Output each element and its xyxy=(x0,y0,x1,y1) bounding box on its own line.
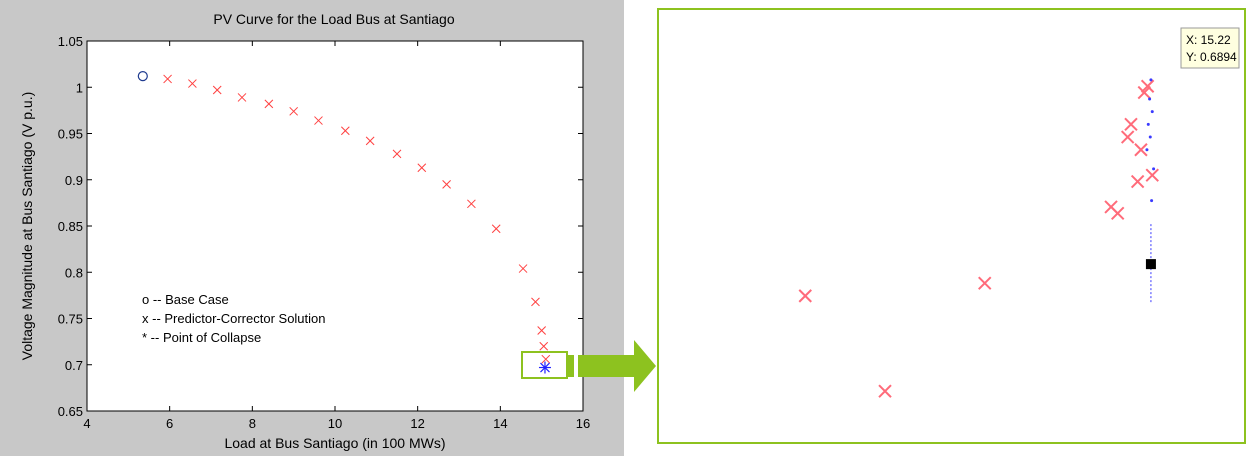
base-case-point xyxy=(137,71,148,82)
zoom-highlight-box xyxy=(521,351,568,379)
zoom-collapse-dot xyxy=(1150,199,1154,203)
x-tick-label: 4 xyxy=(83,416,90,431)
zoom-chart: X: 15.22 Y: 0.6894 xyxy=(798,27,1240,398)
predictor-corrector-point xyxy=(442,180,451,189)
predictor-corrector-point xyxy=(491,224,501,234)
zoom-collapse-dot xyxy=(1148,135,1152,139)
zoom-x-point xyxy=(1124,117,1138,132)
legend-point-of-collapse: * -- Point of Collapse xyxy=(142,330,261,345)
main-figure: PV Curve for the Load Bus at Santiago 4 6… xyxy=(0,0,624,456)
predictor-corrector-point xyxy=(365,136,375,146)
predictor-corrector-point xyxy=(467,199,476,209)
zoom-collapse-dot xyxy=(1145,148,1149,152)
predictor-corrector-point xyxy=(518,264,528,273)
x-axis-label: Load at Bus Santiago (in 100 MWs) xyxy=(224,435,445,451)
predictor-corrector-point xyxy=(531,297,540,307)
zoom-x-point xyxy=(1140,79,1155,93)
zoom-arrow xyxy=(568,340,656,392)
plot-area xyxy=(86,40,584,412)
zoom-panel: X: 15.22 Y: 0.6894 xyxy=(657,8,1246,444)
datatip-marker[interactable] xyxy=(1145,259,1156,270)
datatip-box xyxy=(1180,27,1240,69)
y-axis-label: Voltage Magnitude at Bus Santiago (V p.u… xyxy=(19,92,35,361)
y-tick-label: 0.95 xyxy=(58,127,83,142)
zoom-collapse-dot xyxy=(1152,167,1156,171)
predictor-corrector-point xyxy=(264,99,274,109)
zoom-x-point xyxy=(798,289,812,303)
datatip-x: X: 15.22 xyxy=(1186,33,1231,47)
y-tick-label: 1 xyxy=(76,80,83,95)
predictor-corrector-point xyxy=(417,163,427,173)
predictor-corrector-point xyxy=(539,341,549,351)
zoom-collapse-dot xyxy=(1149,78,1153,82)
zoom-x-point xyxy=(1110,206,1125,221)
zoom-x-point xyxy=(1145,168,1159,182)
zoom-collapse-dot xyxy=(1146,122,1150,126)
zoom-collapse-dot xyxy=(1150,110,1154,114)
y-tick-label: 0.7 xyxy=(65,358,83,373)
zoom-x-point xyxy=(1134,143,1148,157)
x-tick-label: 12 xyxy=(410,416,424,431)
y-tick-label: 0.85 xyxy=(58,219,83,234)
x-tick-label: 16 xyxy=(576,416,590,431)
predictor-corrector-point xyxy=(237,93,247,102)
x-tick-label: 14 xyxy=(493,416,507,431)
zoom-collapse-dot xyxy=(1148,97,1152,101)
predictor-corrector-point xyxy=(537,326,547,335)
y-tick-label: 1.05 xyxy=(58,34,83,49)
x-tick-label: 10 xyxy=(328,416,342,431)
predictor-corrector-point xyxy=(212,85,222,95)
predictor-corrector-point xyxy=(392,149,402,159)
y-tick-label: 0.65 xyxy=(58,404,83,419)
legend-base-case: o -- Base Case xyxy=(142,292,229,307)
zoom-x-point xyxy=(1120,130,1135,144)
pv-curve-chart: PV Curve for the Load Bus at Santiago 4 6… xyxy=(19,11,590,451)
zoom-x-point xyxy=(1137,85,1151,100)
chart-title: PV Curve for the Load Bus at Santiago xyxy=(213,11,454,27)
y-tick-label: 0.9 xyxy=(65,173,83,188)
predictor-corrector-point xyxy=(289,106,299,116)
predictor-corrector-point xyxy=(541,354,551,364)
datatip[interactable]: X: 15.22 Y: 0.6894 xyxy=(1180,27,1240,69)
x-tick-label: 6 xyxy=(166,416,173,431)
zoom-x-point xyxy=(1130,174,1145,189)
predictor-corrector-point xyxy=(163,74,172,84)
zoom-x-point xyxy=(878,384,892,398)
y-tick-label: 0.75 xyxy=(58,312,83,327)
predictor-corrector-point xyxy=(340,126,350,136)
legend-predictor-corrector: x -- Predictor-Corrector Solution xyxy=(142,311,326,326)
y-tick-label: 0.8 xyxy=(65,265,83,280)
predictor-corrector-point xyxy=(188,79,197,88)
datatip-y: Y: 0.6894 xyxy=(1186,50,1237,64)
predictor-corrector-point xyxy=(314,116,323,125)
x-tick-label: 8 xyxy=(249,416,256,431)
point-of-collapse-marker xyxy=(538,361,551,374)
zoom-x-point xyxy=(978,276,992,290)
